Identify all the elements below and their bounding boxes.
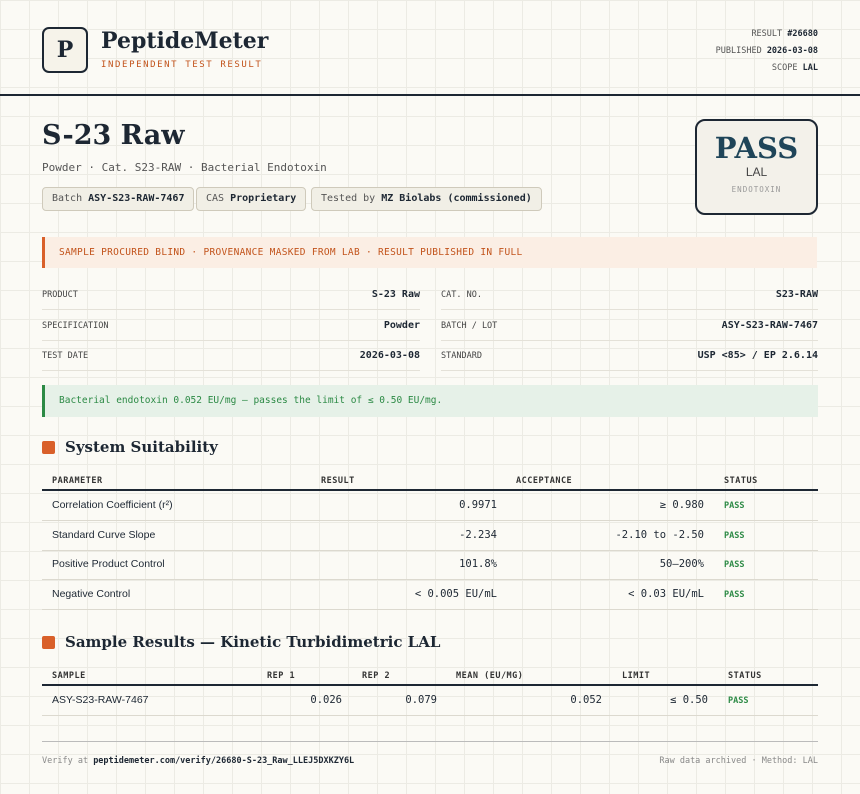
detail-value: S23-RAW: [775, 289, 818, 300]
chip: Batch ASY-S23-RAW-7467: [42, 187, 195, 211]
status: PASS: [724, 589, 745, 600]
column-header: SAMPLE: [52, 671, 86, 681]
column-header: PARAMETER: [52, 476, 103, 486]
column-header: REP 2: [362, 671, 391, 681]
section-marker: [42, 636, 55, 649]
chip-value: ASY-S23-RAW-7467: [88, 193, 185, 204]
section-title: Sample Results — Kinetic Turbidimetric L…: [65, 633, 441, 651]
detail-label: PRODUCT: [42, 290, 78, 300]
detail-rule: [42, 309, 420, 310]
chip-value: MZ Biolabs (commissioned): [381, 193, 532, 204]
meta-value: 2026-03-08: [766, 46, 818, 56]
header-rule: [42, 489, 818, 491]
column-header: STATUS: [724, 476, 758, 486]
cell: -2.234: [459, 528, 497, 541]
chip-value: Proprietary: [230, 193, 297, 204]
cell: 50–200%: [659, 558, 704, 570]
meta-row: RESULT #26680: [751, 29, 818, 39]
column-header: STATUS: [728, 671, 762, 681]
verify-label: Verify at: [42, 756, 89, 766]
footer-verify: Verify at peptidemeter.com/verify/26680-…: [42, 756, 354, 766]
chip: CAS Proprietary: [196, 187, 307, 211]
detail-label: SPECIFICATION: [42, 320, 109, 331]
assay: LAL: [745, 165, 768, 179]
chip-label: Tested by: [321, 193, 376, 204]
detail-value: S-23 Raw: [371, 289, 420, 300]
detail-rule: [441, 370, 818, 371]
cell: 101.8%: [459, 558, 497, 570]
detail-value: 2026-03-08: [359, 350, 420, 361]
detail-value: USP <85> / EP 2.6.14: [697, 350, 818, 361]
cell: < 0.005 EU/mL: [414, 587, 497, 600]
tagline: INDEPENDENT TEST RESULT: [101, 60, 263, 70]
cell: < 0.03 EU/mL: [628, 587, 704, 600]
header-rule: [0, 94, 860, 96]
meta-label: PUBLISHED: [715, 46, 762, 56]
verdict: PASS: [714, 131, 799, 165]
detail-value: Powder: [383, 319, 420, 331]
section-title: System Suitability: [65, 438, 218, 456]
chip: Tested by MZ Biolabs (commissioned): [311, 187, 542, 211]
status: PASS: [724, 530, 745, 541]
meta-value: #26680: [787, 29, 818, 39]
column-header: MEAN (EU/MG): [456, 671, 524, 681]
column-header: LIMIT: [622, 671, 651, 681]
brand: PeptideMeter: [101, 28, 269, 54]
status: PASS: [728, 696, 749, 706]
detail-rule: [441, 339, 818, 341]
chip-label: Batch: [52, 193, 83, 204]
meta-row: SCOPE LAL: [772, 63, 818, 73]
logo: P: [42, 27, 88, 73]
column-header: REP 1: [267, 671, 296, 681]
product-name: S-23 Raw: [42, 120, 185, 151]
section-marker: [42, 441, 55, 454]
chip-label: CAS: [206, 193, 225, 204]
notice-text: SAMPLE PROCURED BLIND · PROVENANCE MASKE…: [59, 247, 523, 258]
cell: Positive Product Control: [52, 558, 165, 570]
meta-value: LAL: [802, 63, 818, 73]
detail-rule: [42, 339, 420, 341]
header-rule: [42, 684, 818, 686]
detail-label: TEST DATE: [42, 351, 89, 361]
meta-label: RESULT: [751, 29, 783, 39]
cell: Correlation Coefficient (r²): [52, 499, 173, 511]
row-rule: [42, 608, 818, 610]
summary: Bacterial endotoxin 0.052 EU/mg — passes…: [42, 385, 818, 417]
detail-value: ASY-S23-RAW-7467: [721, 319, 818, 331]
row-rule: [42, 520, 818, 521]
column-header: ACCEPTANCE: [516, 476, 573, 486]
cell: -2.10 to -2.50: [615, 528, 704, 541]
verdict-badge: PASS LAL ENDOTOXIN: [695, 119, 818, 215]
verify-url[interactable]: peptidemeter.com/verify/26680-S-23_Raw_L…: [93, 756, 355, 766]
cell: 0.079: [405, 694, 437, 706]
column-header: RESULT: [321, 476, 355, 486]
cell: 0.052: [570, 694, 602, 706]
detail-label: BATCH / LOT: [441, 320, 498, 331]
detail-rule: [42, 370, 420, 371]
cell: ≤ 0.50: [670, 694, 708, 706]
category: ENDOTOXIN: [731, 185, 782, 194]
product-subtitle: Powder · Cat. S23-RAW · Bacterial Endoto…: [42, 161, 327, 174]
notice: SAMPLE PROCURED BLIND · PROVENANCE MASKE…: [42, 237, 817, 268]
cell: ASY-S23-RAW-7467: [52, 694, 149, 706]
meta-label: SCOPE: [771, 63, 798, 73]
footer-note: Raw data archived · Method: LAL: [659, 756, 818, 766]
meta-row: PUBLISHED 2026-03-08: [716, 46, 818, 56]
footer-rule: [42, 741, 818, 742]
detail-label: CAT. NO.: [441, 290, 482, 300]
cell: Negative Control: [52, 587, 131, 600]
status: PASS: [724, 501, 745, 511]
summary-text: Bacterial endotoxin 0.052 EU/mg — passes…: [59, 395, 443, 406]
cell: Standard Curve Slope: [52, 528, 156, 541]
cell: 0.026: [310, 694, 342, 706]
cell: 0.9971: [459, 499, 497, 511]
cell: ≥ 0.980: [659, 499, 704, 511]
detail-rule: [441, 309, 818, 310]
row-rule: [42, 715, 818, 716]
status: PASS: [724, 560, 745, 570]
row-rule: [42, 549, 818, 551]
detail-label: STANDARD: [441, 351, 482, 361]
row-rule: [42, 579, 818, 580]
